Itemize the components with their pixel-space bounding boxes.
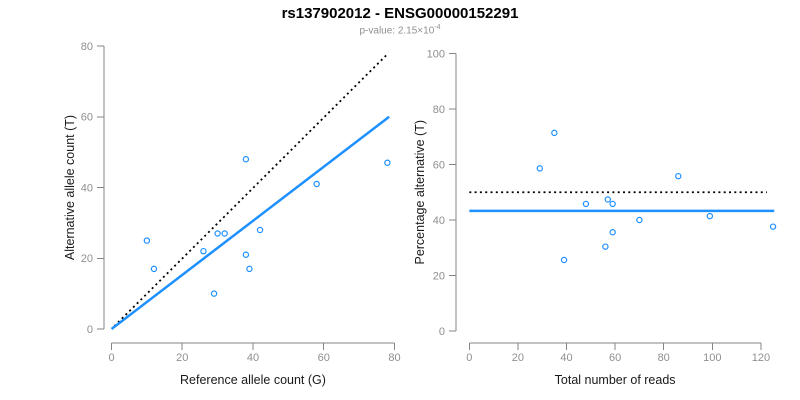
p-value-subtitle: p-value: 2.15×10-4 [0, 24, 800, 36]
x-tick-label: 60 [609, 352, 621, 364]
data-point [210, 290, 218, 297]
data-point [200, 247, 207, 255]
data-point [636, 216, 643, 224]
x-axis-title: Reference allele count (G) [180, 373, 326, 387]
x-axis [468, 342, 762, 350]
x-tick-label: 40 [247, 352, 259, 364]
y-axis-title: Alternative allele count (T) [63, 115, 77, 260]
y-tick-label: 0 [87, 324, 93, 336]
data-point [609, 229, 616, 236]
data-point [242, 156, 250, 163]
y-tick-label: 80 [81, 41, 93, 53]
data-point [246, 265, 253, 273]
x-tick-label: 120 [752, 352, 770, 364]
data-point [313, 180, 320, 188]
x-tick-label: 20 [512, 352, 524, 364]
data-point [560, 256, 568, 264]
right-plot: 0 20 40 60 80 100 0 20 40 60 80 100 120 Total number … [413, 48, 777, 387]
x-tick-label: 80 [658, 352, 670, 364]
x-tick-label: 20 [176, 352, 188, 364]
x-tick-label: 80 [388, 352, 400, 364]
data-point [221, 230, 228, 237]
data-point [609, 200, 616, 208]
x-tick-label: 100 [703, 352, 721, 364]
data-point [706, 212, 714, 220]
data-point [536, 165, 543, 172]
data-point [150, 265, 158, 273]
y-axis [449, 53, 457, 332]
x-tick-label: 0 [466, 352, 472, 364]
y-tick-label: 60 [433, 159, 445, 171]
data-point [384, 159, 391, 166]
identity-line [113, 54, 388, 327]
y-tick-label: 100 [427, 48, 445, 60]
p-value-exponent: -4 [434, 24, 441, 31]
data-point [582, 200, 590, 208]
y-tick-label: 20 [81, 253, 93, 265]
x-tick-label: 60 [318, 352, 330, 364]
data-point [143, 237, 151, 244]
x-axis-title: Total number of reads [555, 373, 676, 387]
data-point [214, 230, 221, 237]
x-axis [111, 342, 395, 350]
left-plot: 0 20 40 60 80 0 20 40 60 80 Reference allele count… [63, 41, 401, 387]
data-point [769, 223, 777, 230]
page-title: rs137902012 - ENSG00000152291 [281, 5, 519, 22]
regression-line [110, 115, 390, 330]
data-point [256, 226, 264, 234]
y-tick-label: 0 [439, 326, 445, 338]
data-point [551, 129, 558, 137]
y-tick-label: 60 [81, 112, 93, 124]
y-axis-title: Percentage alternative (T) [413, 120, 427, 265]
data-points [143, 156, 391, 297]
x-tick-label: 0 [108, 352, 114, 364]
y-tick-label: 20 [433, 270, 445, 282]
data-point [242, 251, 250, 258]
data-points [536, 129, 777, 264]
y-axis [97, 45, 105, 330]
y-tick-label: 40 [81, 182, 93, 194]
data-point [602, 243, 609, 250]
x-tick-label: 40 [560, 352, 572, 364]
data-point [604, 196, 612, 203]
data-point [675, 172, 682, 180]
y-tick-label: 40 [433, 215, 445, 227]
y-tick-label: 80 [433, 104, 445, 116]
p-value-text: p-value: 2.15×10 [359, 25, 435, 37]
